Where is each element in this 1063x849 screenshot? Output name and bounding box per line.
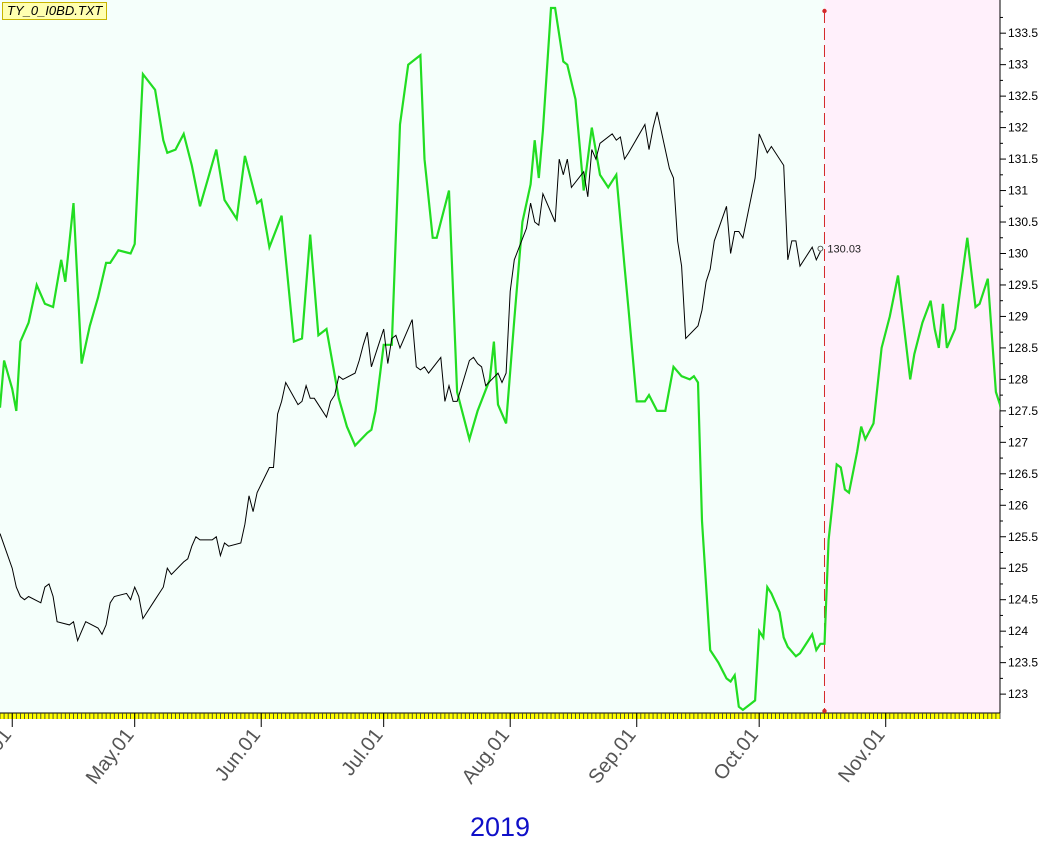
y-tick-label: 125.5 [1008, 530, 1038, 544]
y-tick-label: 132.5 [1008, 89, 1038, 103]
y-tick-label: 126.5 [1008, 467, 1038, 481]
y-tick-label: 129.5 [1008, 278, 1038, 292]
y-tick-label: 123 [1008, 687, 1028, 701]
x-tick-label: Apr.01 [0, 725, 16, 784]
y-tick-label: 132 [1008, 121, 1028, 135]
x-tick-label: Jul.01 [337, 725, 387, 781]
y-tick-label: 133 [1008, 58, 1028, 72]
y-tick-label: 126 [1008, 498, 1028, 512]
year-label: 2019 [469, 812, 531, 842]
forecast-end-marker [822, 708, 827, 714]
last-value-marker [817, 245, 824, 252]
indicator-series-line [0, 6, 1000, 712]
history-background [0, 0, 824, 713]
x-tick-label: Aug.01 [458, 725, 514, 788]
x-axis: Apr.01 May.01 Jun.01 Jul.01 Aug.01 Sep.01 Oct.… [0, 712, 1001, 789]
y-tick-label: 124 [1008, 624, 1028, 638]
y-axis: 123 123.5 124 124.5 125 125.5 126 126.5 127 127.5… [999, 0, 1038, 713]
y-tick-label: 128 [1008, 372, 1028, 386]
price-series-line [0, 111, 821, 643]
y-tick-label: 130 [1008, 246, 1028, 260]
x-tick-label: Jun.01 [211, 725, 265, 786]
x-tick-label: Sep.01 [584, 725, 640, 788]
y-tick-label: 127 [1008, 435, 1028, 449]
y-tick-label: 124.5 [1008, 593, 1038, 607]
y-tick-label: 129 [1008, 309, 1028, 323]
y-tick-label: 131 [1008, 184, 1028, 198]
y-tick-label: 128.5 [1008, 341, 1038, 355]
y-tick-label: 130.5 [1008, 215, 1038, 229]
y-tick-label: 125 [1008, 561, 1028, 575]
y-tick-label: 123.5 [1008, 656, 1038, 670]
y-tick-label: 133.5 [1008, 26, 1038, 40]
chart-marks [817, 8, 827, 714]
forecast-start-marker [822, 8, 827, 14]
x-tick-label: Oct.01 [710, 725, 764, 785]
x-axis-strip [0, 713, 1000, 719]
chart-title: TY_0_I0BD.TXT [2, 2, 108, 20]
y-tick-label: 127.5 [1008, 404, 1038, 418]
forecast-background [824, 0, 1000, 713]
y-tick-label: 131.5 [1008, 152, 1038, 166]
x-tick-label: Nov.01 [834, 725, 889, 787]
x-tick-label: May.01 [82, 725, 139, 789]
last-value-label: 130.03 [827, 244, 861, 256]
